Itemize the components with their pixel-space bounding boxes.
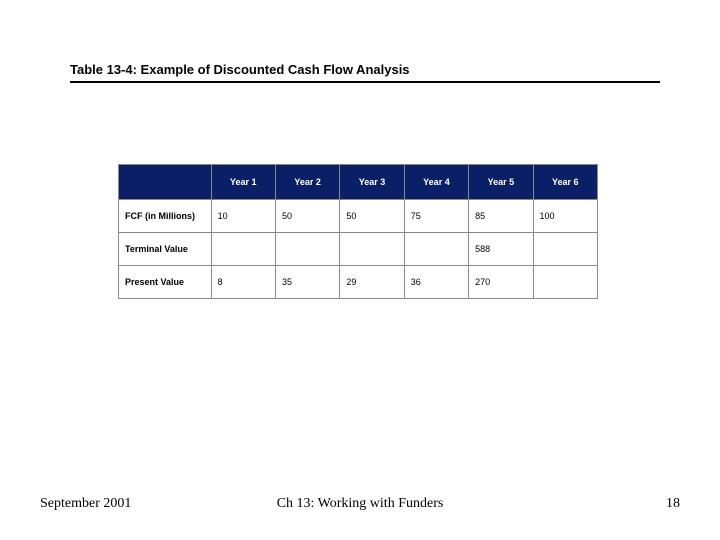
cell: 50 bbox=[340, 200, 404, 233]
cell bbox=[211, 233, 275, 266]
cell: 50 bbox=[275, 200, 339, 233]
cell: 588 bbox=[469, 233, 533, 266]
header-year-2: Year 2 bbox=[275, 165, 339, 200]
table-caption-block: Table 13-4: Example of Discounted Cash F… bbox=[70, 62, 660, 83]
cell: 100 bbox=[533, 200, 597, 233]
table-header-row: Year 1 Year 2 Year 3 Year 4 Year 5 Year … bbox=[119, 165, 598, 200]
cell: 10 bbox=[211, 200, 275, 233]
table-row: Present Value 8 35 29 36 270 bbox=[119, 266, 598, 299]
cell: 85 bbox=[469, 200, 533, 233]
header-year-1: Year 1 bbox=[211, 165, 275, 200]
caption-rule bbox=[70, 81, 660, 83]
row-label-terminal: Terminal Value bbox=[119, 233, 212, 266]
row-label-fcf: FCF (in Millions) bbox=[119, 200, 212, 233]
header-year-4: Year 4 bbox=[404, 165, 468, 200]
cell: 8 bbox=[211, 266, 275, 299]
cell: 270 bbox=[469, 266, 533, 299]
footer-chapter: Ch 13: Working with Funders bbox=[0, 496, 720, 512]
header-year-3: Year 3 bbox=[340, 165, 404, 200]
table-row: FCF (in Millions) 10 50 50 75 85 100 bbox=[119, 200, 598, 233]
footer-page-number: 18 bbox=[666, 496, 680, 512]
cell bbox=[533, 233, 597, 266]
cell: 36 bbox=[404, 266, 468, 299]
cell bbox=[340, 233, 404, 266]
cell: 75 bbox=[404, 200, 468, 233]
cell bbox=[404, 233, 468, 266]
slide-footer: September 2001 Ch 13: Working with Funde… bbox=[0, 496, 720, 516]
header-year-5: Year 5 bbox=[469, 165, 533, 200]
table-caption: Table 13-4: Example of Discounted Cash F… bbox=[70, 62, 660, 81]
header-year-6: Year 6 bbox=[533, 165, 597, 200]
table-row: Terminal Value 588 bbox=[119, 233, 598, 266]
cell bbox=[275, 233, 339, 266]
dcf-table-container: Year 1 Year 2 Year 3 Year 4 Year 5 Year … bbox=[118, 164, 598, 299]
cell bbox=[533, 266, 597, 299]
cell: 29 bbox=[340, 266, 404, 299]
slide: Table 13-4: Example of Discounted Cash F… bbox=[0, 0, 720, 540]
row-label-pv: Present Value bbox=[119, 266, 212, 299]
cell: 35 bbox=[275, 266, 339, 299]
header-blank bbox=[119, 165, 212, 200]
dcf-table: Year 1 Year 2 Year 3 Year 4 Year 5 Year … bbox=[118, 164, 598, 299]
